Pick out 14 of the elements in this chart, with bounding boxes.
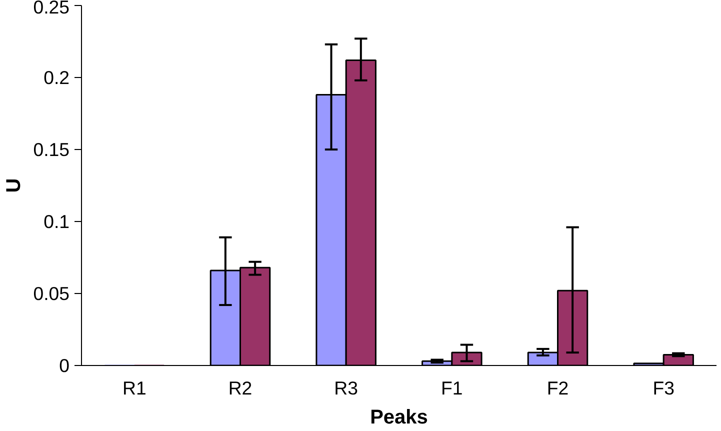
y-axis-title: U — [3, 178, 26, 193]
y-tick-label: 0 — [59, 355, 70, 376]
x-tick-label: R2 — [228, 378, 252, 398]
x-tick-label: R3 — [334, 378, 358, 398]
x-tick-label: F3 — [652, 378, 674, 398]
x-tick-label: R1 — [122, 378, 146, 398]
x-axis-title: Peaks — [370, 406, 428, 428]
x-tick-label: F2 — [546, 378, 569, 398]
y-tick-label: 0.2 — [44, 67, 70, 88]
y-tick-label: 0.25 — [33, 0, 70, 18]
y-tick-label: 0.05 — [33, 283, 70, 304]
x-tick-label: F1 — [441, 378, 463, 398]
y-tick-label: 0.1 — [44, 211, 70, 232]
y-tick-label: 0.15 — [33, 139, 70, 160]
